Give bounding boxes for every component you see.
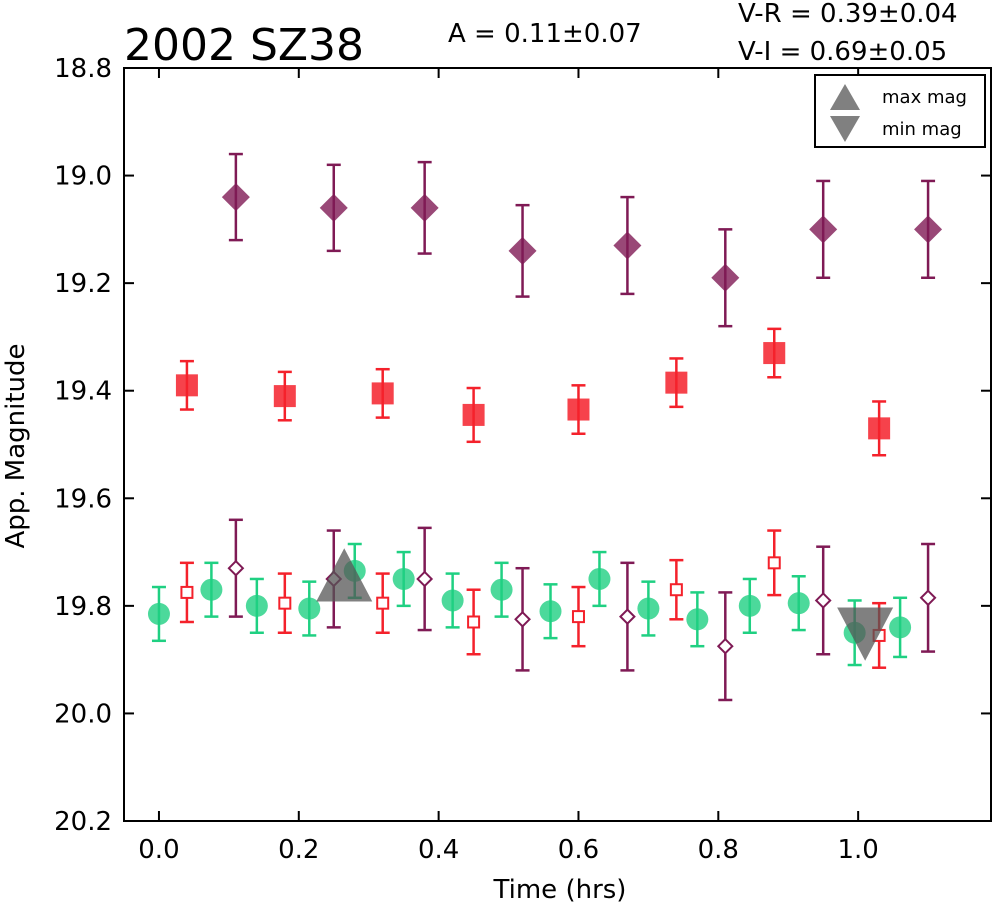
data-point bbox=[613, 231, 642, 260]
plot-frame bbox=[123, 67, 992, 822]
y-tick-label: 18.8 bbox=[54, 54, 112, 84]
data-point bbox=[686, 608, 709, 631]
data-point bbox=[371, 382, 394, 405]
data-point bbox=[462, 403, 485, 426]
data-point bbox=[787, 592, 810, 615]
y-axis: 18.8 19.0 19.2 19.4 19.6 19.8 20.0 20.2 bbox=[54, 54, 991, 837]
data-point bbox=[809, 215, 838, 244]
y-tick-label: 20.0 bbox=[54, 699, 112, 729]
x-tick-label: 0.4 bbox=[418, 835, 459, 865]
series-filled-diamond bbox=[221, 152, 943, 328]
data-point bbox=[278, 596, 292, 610]
data-point bbox=[467, 615, 481, 629]
data-point bbox=[245, 594, 268, 617]
data-point bbox=[588, 567, 611, 590]
data-point bbox=[669, 583, 683, 597]
x-tick-label: 0.0 bbox=[138, 835, 179, 865]
data-point bbox=[273, 385, 296, 408]
series-filled-square bbox=[175, 327, 891, 457]
data-point bbox=[319, 193, 348, 222]
data-point bbox=[567, 398, 590, 421]
data-point bbox=[227, 559, 245, 577]
triangle-up-icon bbox=[830, 84, 860, 110]
series-filled-circle bbox=[147, 542, 912, 667]
data-point bbox=[490, 578, 513, 601]
legend-min-label: min mag bbox=[882, 119, 962, 140]
data-point bbox=[376, 596, 390, 610]
data-point bbox=[392, 567, 415, 590]
data-point bbox=[716, 637, 734, 655]
plot-area bbox=[147, 152, 943, 702]
amplitude-annotation: A = 0.11±0.07 bbox=[448, 19, 642, 49]
data-point bbox=[200, 578, 223, 601]
y-tick-label: 19.6 bbox=[54, 484, 112, 514]
v-r-annotation: V-R = 0.39±0.04 bbox=[738, 0, 958, 29]
data-point bbox=[221, 183, 250, 212]
data-point bbox=[619, 608, 636, 626]
data-point bbox=[410, 193, 439, 222]
series-open-diamond bbox=[227, 518, 937, 702]
x-axis: 0.0 0.2 0.4 0.6 0.8 1.0 bbox=[138, 68, 879, 865]
v-i-annotation: V-I = 0.69±0.05 bbox=[738, 37, 947, 67]
data-point bbox=[539, 600, 562, 623]
series-open-square bbox=[179, 529, 887, 669]
chart-title: 2002 SZ38 bbox=[124, 20, 364, 71]
data-point bbox=[298, 597, 321, 620]
data-point bbox=[175, 374, 198, 397]
data-point bbox=[868, 417, 891, 440]
data-point bbox=[147, 602, 170, 625]
data-point bbox=[767, 556, 781, 570]
data-point bbox=[919, 589, 937, 607]
data-point bbox=[571, 610, 585, 624]
x-tick-label: 0.6 bbox=[558, 835, 599, 865]
triangle-down-icon bbox=[830, 116, 860, 142]
data-point bbox=[711, 263, 740, 292]
y-axis-label: App. Magnitude bbox=[1, 343, 31, 548]
data-point bbox=[738, 594, 761, 617]
data-point bbox=[508, 236, 537, 265]
data-point bbox=[814, 592, 832, 609]
x-tick-label: 1.0 bbox=[837, 835, 878, 865]
data-point bbox=[441, 589, 464, 612]
data-point bbox=[763, 342, 786, 365]
data-point bbox=[180, 585, 194, 599]
y-tick-label: 20.2 bbox=[54, 807, 112, 837]
data-point bbox=[514, 610, 531, 628]
legend-max-label: max mag bbox=[882, 87, 967, 108]
x-tick-label: 0.8 bbox=[698, 835, 739, 865]
x-tick-label: 0.2 bbox=[278, 835, 319, 865]
x-axis-label: Time (hrs) bbox=[493, 875, 627, 904]
y-tick-label: 19.4 bbox=[54, 377, 112, 407]
legend: max mag min mag bbox=[814, 74, 986, 148]
data-point bbox=[637, 597, 660, 620]
data-point bbox=[914, 215, 943, 244]
y-tick-label: 19.8 bbox=[54, 592, 112, 622]
min-mag-marker bbox=[837, 607, 894, 661]
y-tick-label: 19.0 bbox=[54, 162, 112, 192]
max-mag-marker bbox=[316, 548, 373, 602]
data-point bbox=[665, 371, 688, 394]
y-tick-label: 19.2 bbox=[54, 269, 112, 299]
data-point bbox=[416, 570, 434, 588]
data-point bbox=[889, 616, 912, 639]
